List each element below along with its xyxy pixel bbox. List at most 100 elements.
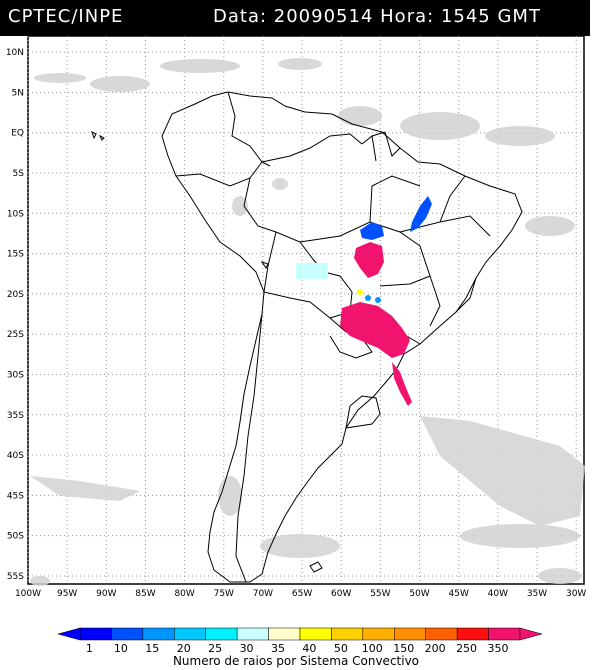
- latitude-label: 30S: [7, 370, 24, 380]
- longitude-label: 35W: [527, 589, 547, 599]
- convective-system-pink-central: [354, 242, 384, 278]
- legend-swatch: [236, 627, 269, 641]
- legend-tick-label: 100: [362, 642, 383, 655]
- border-colombia-venezuela: [227, 91, 271, 167]
- longitude-label: 60W: [331, 589, 351, 599]
- lightning-map: 10N5NEQ5S10S15S20S25S30S35S40S45S50S55S …: [6, 36, 586, 599]
- latitude-label: 35S: [7, 411, 24, 421]
- convective-system-cyan: [296, 263, 328, 279]
- longitude-label: 90W: [96, 589, 116, 599]
- legend-title: Numero de raios por Sistema Convectivo: [173, 654, 419, 668]
- convective-cell-yellow: [357, 289, 363, 295]
- legend-colorbar: [57, 627, 543, 641]
- legend-swatch: [79, 627, 112, 641]
- legend-tick-label: 25: [208, 642, 222, 655]
- latitude-label: 45S: [7, 491, 24, 501]
- border-colombia-peru: [175, 161, 263, 187]
- galapagos-islands: [91, 131, 105, 141]
- legend-swatch: [456, 627, 489, 641]
- legend-tick-label: 40: [302, 642, 316, 655]
- latitude-label: 5N: [12, 88, 24, 98]
- cloud-patch: [460, 524, 580, 548]
- border-guianas: [361, 131, 401, 162]
- header-bar: CPTEC/INPE Data: 20090514 Hora: 1545 GMT: [0, 0, 590, 36]
- cloud-cover: [30, 58, 585, 586]
- cloud-patch: [34, 73, 86, 83]
- latitude-label: 40S: [7, 451, 24, 461]
- cloud-patch: [278, 58, 322, 70]
- legend-tick-label: 200: [425, 642, 446, 655]
- latitude-label: 50S: [7, 532, 24, 542]
- latitude-label: 15S: [7, 250, 24, 260]
- latitude-label: 10S: [7, 209, 24, 219]
- legend-swatch: [488, 627, 521, 641]
- falkland-islands: [309, 561, 323, 573]
- cloud-patch: [338, 106, 382, 126]
- cloud-patch: [160, 59, 240, 73]
- cloud-patch: [90, 76, 150, 92]
- convective-system-pink-south: [340, 302, 410, 358]
- latitude-label: 25S: [7, 330, 24, 340]
- latitude-labels: 10N 5N EQ 5S 10S 15S 20S 25S 30S 35S 40S 45S 50S 55S: [6, 48, 24, 582]
- longitude-label: 45W: [449, 589, 469, 599]
- legend-tick-label: 35: [271, 642, 285, 655]
- cloud-patch: [260, 534, 340, 558]
- legend-swatch: [299, 627, 332, 641]
- longitude-label: 75W: [214, 589, 234, 599]
- date-value: 20090514: [273, 6, 374, 27]
- cloud-patch: [485, 126, 555, 146]
- legend-swatch: [362, 627, 395, 641]
- legend-tick-labels: 1 10 15 20 25 30 35 40 50 100 150 200 250 350: [86, 642, 509, 655]
- legend-swatch: [174, 627, 206, 641]
- cloud-band-south-pacific: [30, 476, 140, 501]
- latitude-label: 5S: [13, 169, 25, 179]
- legend-swatch: [205, 627, 238, 641]
- country-borders: [91, 91, 523, 583]
- legend-tick-label: 1: [86, 642, 93, 655]
- lightning-systems: [296, 196, 432, 406]
- time-label: Hora:: [380, 6, 435, 27]
- longitude-label: 70W: [253, 589, 273, 599]
- datetime-label: Data: 20090514 Hora: 1545 GMT: [213, 6, 541, 27]
- legend-swatch: [142, 627, 175, 641]
- border-uruguay: [345, 395, 381, 429]
- longitude-label: 95W: [57, 589, 77, 599]
- cloud-patch: [525, 216, 575, 236]
- convective-cell-blue-b: [375, 297, 381, 303]
- time-zone: GMT: [497, 6, 541, 27]
- cloud-patch: [30, 576, 50, 586]
- legend-tick-label: 10: [114, 642, 128, 655]
- latitude-label: 55S: [7, 572, 24, 582]
- border-bolivia-argentina: [263, 291, 331, 319]
- longitude-labels: 100W 95W 90W 85W 80W 75W 70W 65W 60W 55W 50W 45W 40W…: [15, 589, 586, 599]
- organization-label: CPTEC/INPE: [8, 6, 124, 27]
- latitude-label: EQ: [11, 129, 24, 139]
- cloud-patch: [538, 568, 582, 584]
- cloud-patch: [400, 112, 480, 140]
- convective-cell-blue-a: [365, 295, 371, 301]
- longitude-label: 40W: [488, 589, 508, 599]
- border-peru-bolivia: [263, 231, 277, 293]
- legend-tick-label: 30: [240, 642, 254, 655]
- date-label: Data:: [213, 6, 268, 27]
- convective-line-pink-coast: [392, 362, 412, 406]
- cloud-patch: [232, 196, 248, 216]
- legend-tick-label: 15: [145, 642, 159, 655]
- legend-swatch: [331, 627, 364, 641]
- longitude-label: 55W: [370, 589, 390, 599]
- legend-arrow-right: [519, 627, 543, 641]
- legend-swatch: [394, 627, 426, 641]
- legend-swatch: [111, 627, 144, 641]
- legend-tick-label: 50: [334, 642, 348, 655]
- lake-titicaca: [260, 261, 269, 269]
- convective-system-blue-north: [410, 196, 432, 232]
- longitude-label: 80W: [174, 589, 194, 599]
- legend-tick-label: 250: [456, 642, 477, 655]
- border-argentina-chile: [235, 313, 263, 583]
- legend-swatch: [268, 627, 301, 641]
- cloud-band-south-atlantic: [420, 416, 585, 526]
- border-venezuela-brazil: [261, 133, 363, 163]
- time-value: 1545: [440, 6, 491, 27]
- longitude-label: 65W: [292, 589, 312, 599]
- latitude-label: 20S: [7, 290, 24, 300]
